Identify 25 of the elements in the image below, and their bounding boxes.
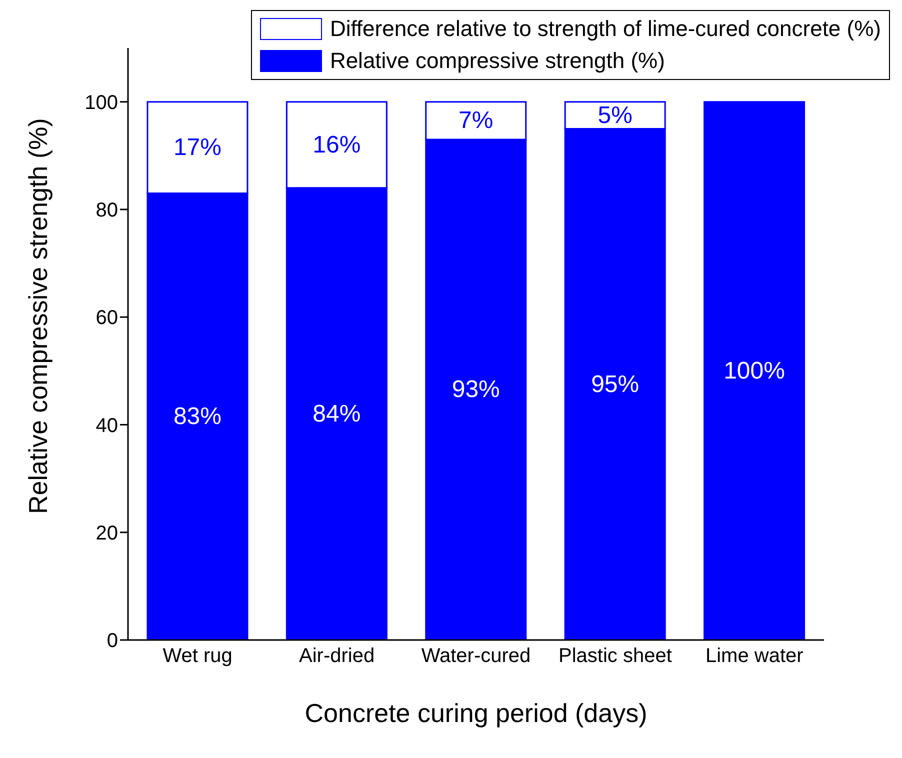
- y-axis-title: Relative compressive strength (%): [23, 118, 54, 514]
- x-tick-label: Lime water: [705, 645, 804, 668]
- data-label: 7%: [458, 107, 494, 134]
- legend-label: Relative compressive strength (%): [330, 48, 665, 74]
- data-label: 84%: [312, 400, 361, 428]
- y-tick-label: 60: [96, 307, 118, 330]
- y-tick-label: 100: [84, 92, 118, 114]
- data-label: 100%: [724, 357, 785, 384]
- legend-label: Difference relative to strength of lime-cured concrete (%): [330, 16, 881, 42]
- y-tick-label: 20: [96, 522, 118, 544]
- x-tick-label: Plastic sheet: [558, 645, 672, 668]
- y-tick-label: 0: [106, 630, 118, 652]
- data-label: 95%: [591, 370, 640, 398]
- data-label: 93%: [452, 376, 500, 404]
- x-tick-label: Water-cured: [421, 645, 531, 668]
- data-label: 16%: [312, 131, 361, 158]
- y-tick-label: 80: [96, 200, 118, 222]
- x-tick-label: Wet rug: [162, 645, 232, 668]
- data-label: 5%: [598, 102, 632, 129]
- data-label: 83%: [173, 403, 222, 430]
- bar: [704, 101, 806, 640]
- data-label: 17%: [173, 134, 222, 162]
- x-axis-title: Concrete curing period (days): [304, 698, 648, 728]
- y-tick-label: 40: [96, 414, 118, 437]
- x-tick-label: Air-dried: [299, 645, 375, 668]
